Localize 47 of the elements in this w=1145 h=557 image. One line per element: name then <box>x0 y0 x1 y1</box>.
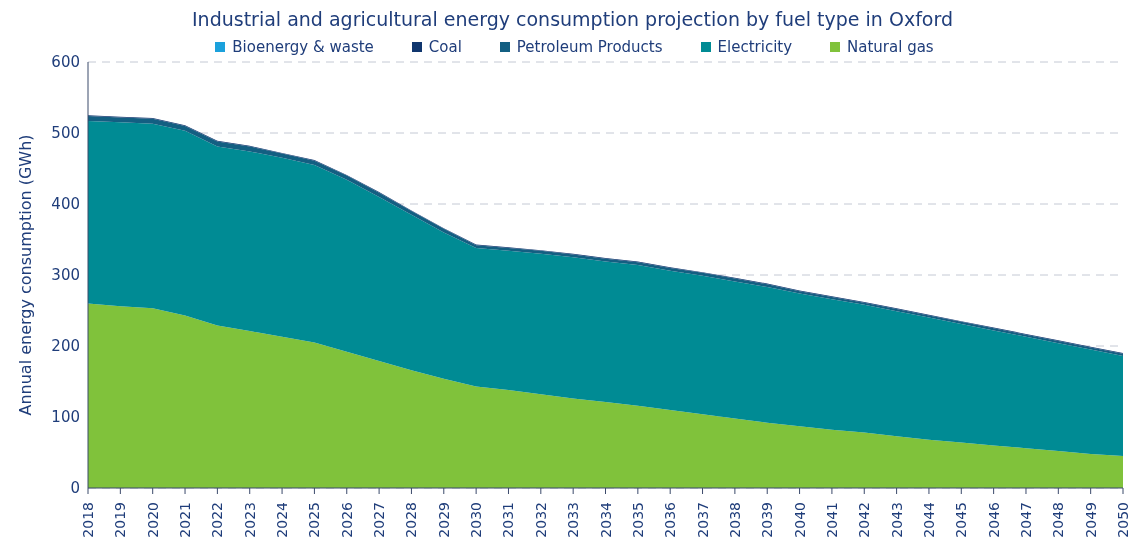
x-tick-label: 2040 <box>791 502 808 538</box>
x-tick-label: 2018 <box>80 502 96 538</box>
y-tick-label: 100 <box>51 408 80 427</box>
x-tick-label: 2037 <box>694 502 711 538</box>
chart-title: Industrial and agricultural energy consumption projection by fuel type in Oxford <box>191 8 954 30</box>
x-tick-label: 2041 <box>823 502 840 538</box>
legend-label: Petroleum Products <box>516 38 663 56</box>
x-tick-label: 2033 <box>565 502 582 538</box>
legend-label: Coal <box>428 38 462 56</box>
y-tick-label: 200 <box>51 337 80 356</box>
x-tick-label: 2030 <box>468 502 485 538</box>
x-tick-label: 2024 <box>274 501 291 538</box>
x-tick-label: 2026 <box>338 501 355 538</box>
x-tick-label: 2038 <box>726 502 743 538</box>
x-tick-label: 2022 <box>209 502 226 538</box>
y-tick-label: 600 <box>51 53 80 72</box>
x-tick-label: 2039 <box>759 502 776 538</box>
x-tick-label: 2020 <box>144 502 161 538</box>
y-tick-label: 300 <box>51 266 80 285</box>
y-tick-label: 500 <box>51 124 80 143</box>
x-tick-label: 2028 <box>403 502 420 538</box>
legend-label: Natural gas <box>847 38 934 56</box>
x-tick-label: 2023 <box>241 502 258 538</box>
x-tick-label: 2043 <box>888 502 905 538</box>
y-tick-label: 0 <box>70 479 80 498</box>
x-tick-label: 2046 <box>985 501 1002 538</box>
legend-label: Electricity <box>717 38 793 56</box>
x-tick-label: 2029 <box>435 502 452 538</box>
y-tick-label: 400 <box>51 195 80 214</box>
x-tick-label: 2049 <box>1082 502 1099 538</box>
x-tick-label: 2048 <box>1050 502 1067 538</box>
y-axis-title: Annual energy consumption (GWh) <box>15 134 35 416</box>
x-tick-label: 2021 <box>177 502 194 538</box>
x-tick-label: 2031 <box>500 502 517 538</box>
x-tick-label: 2044 <box>920 501 937 538</box>
x-tick-label: 2035 <box>629 502 646 538</box>
x-tick-label: 2025 <box>306 502 323 538</box>
x-tick-label: 2042 <box>856 502 873 538</box>
legend-label: Bioenergy & waste <box>232 38 374 56</box>
x-tick-label: 2019 <box>112 502 129 538</box>
x-tick-label: 2045 <box>953 502 970 538</box>
x-tick-label: 2032 <box>532 502 549 538</box>
x-tick-label: 2034 <box>597 501 614 538</box>
x-tick-label: 2050 <box>1115 502 1131 538</box>
x-tick-label: 2036 <box>662 501 679 538</box>
x-tick-label: 2027 <box>371 502 388 538</box>
x-tick-label: 2047 <box>1017 502 1034 538</box>
